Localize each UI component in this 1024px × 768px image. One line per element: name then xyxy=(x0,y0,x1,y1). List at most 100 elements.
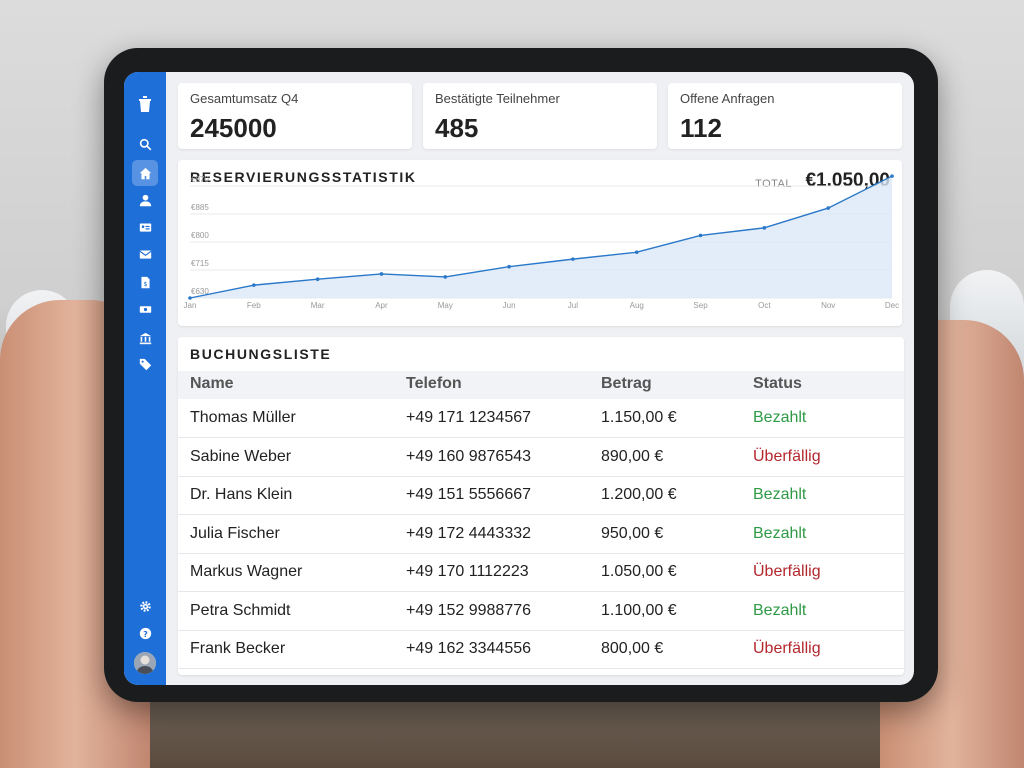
cell-name: Frank Becker xyxy=(190,640,286,657)
data-point xyxy=(634,250,639,255)
data-point xyxy=(890,174,894,178)
series-line xyxy=(189,175,893,299)
x-tick-label: Apr xyxy=(375,301,388,310)
column-header-status[interactable]: Status xyxy=(753,375,802,392)
logo-icon[interactable] xyxy=(132,92,158,116)
table-row[interactable]: Markus Wagner +49 170 1112223 1.050,00 € Üb… xyxy=(178,553,904,592)
x-tick-label: Mar xyxy=(311,301,325,310)
cell-amount: 1.100,00 € xyxy=(601,601,677,619)
stat-label: Gesamtumsatz Q4 xyxy=(190,91,299,106)
cell-name: Petra Schmidt xyxy=(190,601,291,619)
stat-value: 112 xyxy=(680,113,722,143)
x-tick-label: Sep xyxy=(693,301,708,310)
home-icon[interactable] xyxy=(132,160,158,186)
booking-list-card: BUCHUNGSLISTE Name Telefon Betrag Status… xyxy=(178,337,904,675)
data-point xyxy=(571,257,575,261)
document-dollar-icon[interactable]: $ xyxy=(132,270,158,294)
stat-card-participants: Bestätigte Teilnehmer 485 xyxy=(423,83,657,149)
x-tick-label: Jan xyxy=(184,301,197,310)
data-point xyxy=(252,283,256,287)
table-row[interactable]: Thomas Müller +49 171 1234567 1.150,00 € Be… xyxy=(178,399,904,438)
y-tick-label: €800 xyxy=(191,231,209,240)
table-row[interactable]: Dr. Hans Klein +49 151 5556667 1.200,00 € B… xyxy=(178,476,904,515)
x-tick-label: Oct xyxy=(758,301,771,310)
cell-name: Markus Wagner xyxy=(190,563,303,580)
y-tick-label: €970 xyxy=(191,175,209,184)
cell-amount: 950,00 € xyxy=(601,524,664,542)
table-row[interactable]: Frank Becker +49 162 3344556 800,00 € Überf… xyxy=(178,630,904,669)
x-tick-label: May xyxy=(438,301,453,310)
data-point xyxy=(188,296,192,300)
status-badge: Bezahlt xyxy=(753,486,807,503)
stat-value: 245000 xyxy=(190,113,277,143)
chart-title: RESERVIERUNGSSTATISTIK xyxy=(190,169,417,185)
stat-label: Bestätigte Teilnehmer xyxy=(435,91,560,106)
money-icon[interactable] xyxy=(132,297,158,321)
status-badge: Bezahlt xyxy=(753,524,807,542)
cell-name: Sabine Weber xyxy=(190,447,292,465)
reservation-chart: €630 €715 €800 €885 €970 Jan Feb Mar Apr May Jun Ju… xyxy=(184,174,899,310)
help-icon[interactable]: ? xyxy=(132,621,158,645)
user-icon[interactable] xyxy=(132,188,158,212)
cell-name: Julia Fischer xyxy=(190,524,280,542)
table-row[interactable]: Petra Schmidt +49 152 9988776 1.100,00 € Be… xyxy=(178,592,904,631)
status-badge: Überfällig xyxy=(753,640,821,657)
series-area xyxy=(190,176,892,298)
column-header-name[interactable]: Name xyxy=(190,375,234,392)
table-row[interactable]: Sabine Weber +49 160 9876543 890,00 € Überf… xyxy=(178,438,904,477)
data-point xyxy=(379,272,384,276)
cell-amount: 890,00 € xyxy=(601,447,664,465)
gear-icon[interactable] xyxy=(132,594,158,618)
chart-card: RESERVIERUNGSSTATISTIK TOTAL €1.050,00 €… xyxy=(178,160,902,326)
cell-phone: +49 152 9988776 xyxy=(406,601,532,619)
table-title: BUCHUNGSLISTE xyxy=(190,346,332,362)
x-tick-label: Jun xyxy=(503,301,516,310)
data-point xyxy=(315,277,320,282)
contact-card-icon[interactable] xyxy=(132,215,158,239)
cell-phone: +49 170 1112223 xyxy=(406,563,529,580)
svg-text:$: $ xyxy=(143,279,147,287)
cell-amount: 800,00 € xyxy=(601,640,664,657)
x-tick-label: Feb xyxy=(247,301,261,310)
data-point xyxy=(698,233,703,238)
cell-name: Dr. Hans Klein xyxy=(190,486,293,503)
stat-card-open-requests: Offene Anfragen 112 xyxy=(668,83,902,149)
stat-label: Offene Anfragen xyxy=(680,91,775,106)
status-badge: Überfällig xyxy=(753,447,821,465)
sidebar: $ ? xyxy=(124,72,166,685)
mail-icon[interactable] xyxy=(132,242,158,266)
x-tick-label: Jul xyxy=(568,301,578,310)
stat-value: 485 xyxy=(435,113,479,143)
status-badge: Überfällig xyxy=(753,563,821,580)
stat-card-revenue: Gesamtumsatz Q4 245000 xyxy=(178,83,412,149)
tag-icon[interactable] xyxy=(132,352,158,376)
bank-icon[interactable] xyxy=(132,326,158,350)
search-icon[interactable] xyxy=(132,132,158,156)
cell-phone: +49 162 3344556 xyxy=(406,640,532,657)
status-badge: Bezahlt xyxy=(753,601,807,619)
cell-phone: +49 172 4443332 xyxy=(406,524,532,542)
table-row[interactable]: Julia Fischer +49 172 4443332 950,00 € Beza… xyxy=(178,515,904,554)
avatar[interactable] xyxy=(134,652,156,674)
x-tick-label: Dec xyxy=(885,301,899,310)
data-point xyxy=(762,226,767,230)
y-tick-label: €630 xyxy=(191,287,209,296)
data-point xyxy=(443,275,448,279)
y-tick-label: €885 xyxy=(191,203,209,212)
cell-amount: 1.150,00 € xyxy=(601,409,677,426)
cell-phone: +49 151 5556667 xyxy=(406,486,532,503)
cell-amount: 1.050,00 € xyxy=(601,563,677,580)
svg-text:?: ? xyxy=(143,628,148,638)
x-tick-label: Aug xyxy=(630,301,644,310)
total-label: TOTAL xyxy=(755,178,792,190)
cell-phone: +49 160 9876543 xyxy=(406,447,532,465)
y-tick-label: €715 xyxy=(191,259,209,268)
status-badge: Bezahlt xyxy=(753,409,807,426)
column-header-phone[interactable]: Telefon xyxy=(406,375,462,392)
cell-phone: +49 171 1234567 xyxy=(406,409,532,426)
data-point xyxy=(507,264,511,269)
cell-name: Thomas Müller xyxy=(190,409,296,426)
table-header: Name Telefon Betrag Status xyxy=(178,371,904,399)
column-header-amount[interactable]: Betrag xyxy=(601,375,652,392)
data-point xyxy=(826,206,830,210)
